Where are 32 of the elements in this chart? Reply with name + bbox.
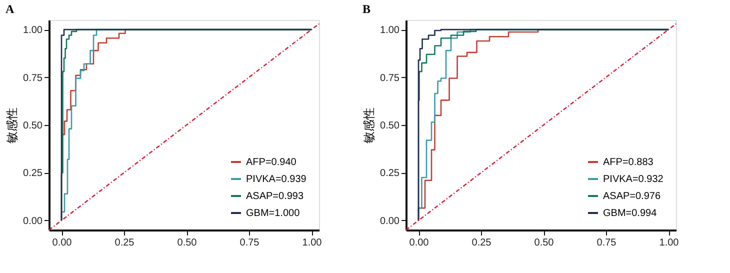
x-tick-label: 0.25 xyxy=(472,238,492,248)
x-tick-label: 0.75 xyxy=(596,238,617,248)
y-tick-label: 1.00 xyxy=(23,25,43,36)
y-axis-title: 敏感性 xyxy=(362,108,376,144)
legend-label: AFP=0.940 xyxy=(246,157,297,168)
x-tick-label: 1.00 xyxy=(659,238,680,248)
legend-label: ASAP=0.993 xyxy=(246,191,304,202)
y-tick-label: 0.25 xyxy=(23,168,43,180)
legend-label: GBM=0.994 xyxy=(603,208,658,219)
chart-title: B xyxy=(362,2,371,16)
chart-title: A xyxy=(6,2,15,16)
y-tick-label: 0.00 xyxy=(23,216,43,227)
x-tick-label: 0.00 xyxy=(52,238,72,248)
y-tick-label: 1.00 xyxy=(380,25,400,36)
x-tick-label: 0.50 xyxy=(534,238,554,248)
y-tick-label: 0.75 xyxy=(23,72,43,84)
y-tick-label: 0.50 xyxy=(380,120,400,132)
x-tick-label: 0.00 xyxy=(409,238,430,248)
x-tick-label: 1.00 xyxy=(302,238,322,248)
x-tick-label: 0.25 xyxy=(114,238,135,248)
x-tick-label: 0.50 xyxy=(177,238,198,248)
legend-label: PIVKA=0.939 xyxy=(246,174,307,185)
legend-label: ASAP=0.976 xyxy=(603,191,661,202)
y-axis-title: 敏感性 xyxy=(5,108,20,144)
y-tick-label: 0.50 xyxy=(23,120,43,132)
legend-label: PIVKA=0.932 xyxy=(603,174,664,185)
x-tick-label: 0.75 xyxy=(240,238,260,248)
legend-label: AFP=0.883 xyxy=(603,157,654,168)
y-tick-label: 0.75 xyxy=(380,72,400,84)
y-tick-label: 0.00 xyxy=(380,216,400,227)
legend-label: GBM=1.000 xyxy=(246,208,300,219)
y-tick-label: 0.25 xyxy=(380,168,400,180)
